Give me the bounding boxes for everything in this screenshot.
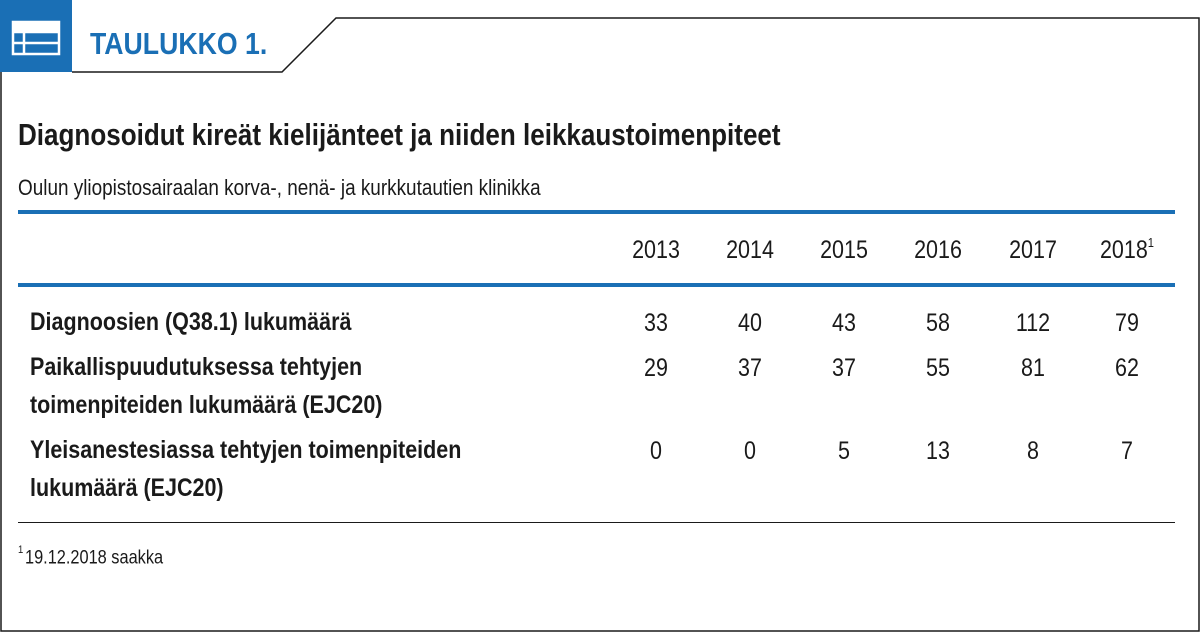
- table-number-label: TAULUKKO 1.: [90, 26, 268, 61]
- footnote: 119.12.2018 saakka: [18, 544, 164, 569]
- column-header-text: 2018: [1099, 236, 1148, 264]
- table-cell: 13: [926, 437, 950, 465]
- table-cell: 7: [1121, 437, 1133, 465]
- table-cell: 0: [744, 437, 756, 465]
- column-header-2013: 2013: [622, 236, 691, 265]
- row-label: Yleisanestesiassa tehtyjen toimenpiteide…: [30, 431, 461, 507]
- column-header-2016: 2016: [904, 236, 973, 265]
- row-label-line: toimenpiteiden lukumäärä (EJC20): [30, 391, 383, 419]
- column-header-text: 2016: [914, 236, 962, 264]
- table-cell: 33: [644, 309, 668, 337]
- column-header-text: 2017: [1009, 236, 1057, 264]
- table-cell: 58: [926, 309, 950, 337]
- column-header-2018: 20181: [1093, 234, 1162, 265]
- table-cell: 79: [1115, 309, 1139, 337]
- table-cell: 37: [738, 354, 762, 382]
- column-header-text: 2013: [632, 236, 680, 264]
- table-cell: 40: [738, 309, 762, 337]
- table-subtitle: Oulun yliopistosairaalan korva-, nenä- j…: [18, 175, 541, 200]
- row-label: Diagnoosien (Q38.1) lukumäärä: [30, 303, 351, 341]
- column-header-text: 2014: [726, 236, 774, 264]
- table-list-icon-box: [0, 0, 72, 72]
- footnote-mark: 1: [18, 544, 24, 556]
- column-header-2015: 2015: [810, 236, 879, 265]
- table-title: Diagnosoidut kireät kielijänteet ja niid…: [18, 117, 781, 152]
- row-label: Paikallispuudutuksessa tehtyjen toimenpit…: [30, 348, 382, 424]
- column-header-2017: 2017: [999, 236, 1068, 265]
- header-bottom-rule: [18, 283, 1175, 287]
- table-cell: 62: [1115, 354, 1139, 382]
- table-cell: 81: [1021, 354, 1045, 382]
- table-cell: 55: [926, 354, 950, 382]
- table-cell: 112: [1015, 309, 1051, 337]
- column-header-2014: 2014: [716, 236, 785, 265]
- footnote-text: 19.12.2018 saakka: [24, 547, 164, 569]
- table-cell: 37: [832, 354, 856, 382]
- column-footnote-mark: 1: [1147, 234, 1155, 250]
- column-header-text: 2015: [820, 236, 868, 264]
- table-cell: 29: [644, 354, 668, 382]
- row-label-line: Diagnoosien (Q38.1) lukumäärä: [30, 308, 352, 336]
- table-cell: 0: [650, 437, 662, 465]
- row-label-line: lukumäärä (EJC20): [30, 474, 224, 502]
- row-label-line: Paikallispuudutuksessa tehtyjen: [30, 353, 363, 381]
- table-list-icon: [11, 20, 61, 56]
- header-top-rule: [18, 210, 1175, 214]
- table-cell: 5: [838, 437, 850, 465]
- table-cell: 43: [832, 309, 856, 337]
- table-bottom-rule: [18, 522, 1175, 523]
- table-cell: 8: [1027, 437, 1039, 465]
- row-label-line: Yleisanestesiassa tehtyjen toimenpiteide…: [30, 436, 462, 464]
